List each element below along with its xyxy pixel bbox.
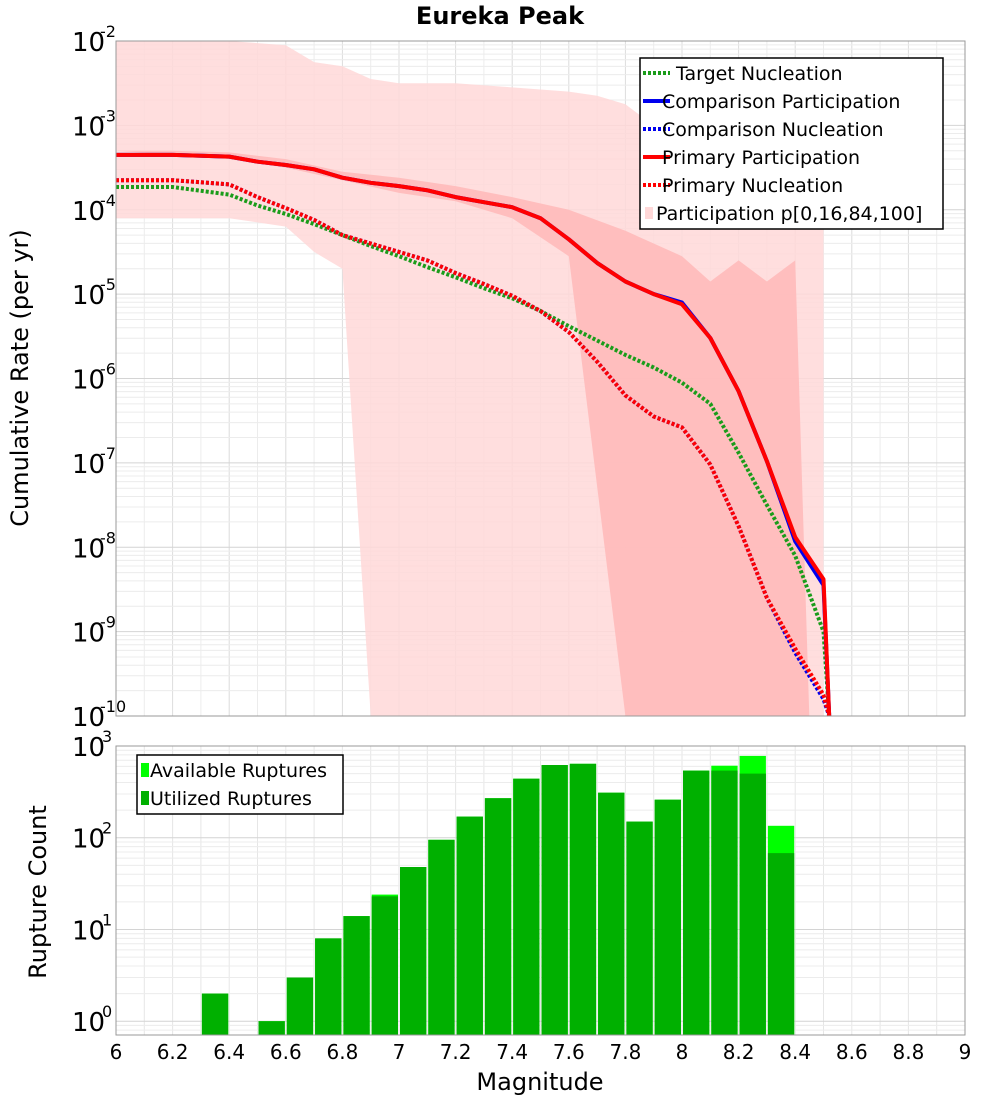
top-legend-label: Target Nucleation — [675, 63, 843, 85]
series-line-primary-participation — [116, 152, 832, 717]
top-y-tick-label: 10 — [72, 112, 105, 142]
bottom-plot-frame — [115, 745, 966, 1036]
utilized-ruptures-bar — [343, 916, 370, 1035]
x-tick-label: 9 — [959, 1040, 972, 1064]
utilized-ruptures-bar — [767, 853, 795, 1035]
utilized-ruptures-bar — [201, 993, 229, 1035]
bottom-legend: Available Ruptures Utilized Ruptures — [136, 754, 344, 815]
utilized-ruptures-bar — [683, 770, 710, 1035]
chart-title: Eureka Peak — [416, 2, 585, 30]
top-y-tick-label: 10 — [72, 450, 105, 480]
x-tick-label: 7.8 — [609, 1040, 641, 1064]
bottom-y-tick-exponent: 1 — [102, 910, 112, 929]
top-legend-label: Comparison Nucleation — [662, 119, 884, 141]
bottom-y-tick-label: 10 — [72, 825, 105, 855]
bottom-y-tick-label: 10 — [72, 733, 105, 763]
top-legend-label: Participation p[0,16,84,100] — [656, 203, 922, 225]
top-y-tick-exponent: -10 — [100, 697, 126, 716]
top-legend-swatch — [645, 207, 653, 219]
bottom-y-tick-exponent: 3 — [102, 727, 112, 746]
top-y-tick-label: 10 — [72, 703, 105, 733]
utilized-ruptures-bar — [654, 799, 681, 1035]
top-y-tick-exponent: -6 — [100, 360, 116, 379]
top-legend-box — [639, 57, 944, 230]
top-y-tick-label: 10 — [72, 366, 105, 396]
top-legend-label: Comparison Participation — [662, 91, 900, 113]
band-p16-p84 — [116, 150, 810, 716]
x-tick-label: 8.4 — [779, 1040, 811, 1064]
bottom-y-tick-exponent: 2 — [102, 819, 112, 838]
utilized-ruptures-bar — [711, 770, 738, 1035]
x-axis-title: Magnitude — [476, 1068, 603, 1096]
series-line-target-nucleation — [116, 185, 832, 717]
bottom-x-ticks: 6 6.2 6.4 6.6 6.8 7 7.2 7.4 7.6 7.8 8 8.2 8.4 8.6 8.8 9 — [110, 1040, 972, 1064]
utilized-ruptures-bar — [400, 867, 427, 1035]
x-tick-label: 8.6 — [836, 1040, 868, 1064]
x-tick-label: 7 — [393, 1040, 406, 1064]
x-tick-label: 7.2 — [440, 1040, 472, 1064]
utilized-ruptures-bar — [371, 896, 398, 1035]
top-plot-frame — [115, 40, 966, 717]
utilized-ruptures-bar — [315, 938, 342, 1035]
x-tick-label: 8.2 — [723, 1040, 755, 1064]
x-tick-label: 6.2 — [157, 1040, 189, 1064]
top-y-tick-exponent: -8 — [100, 528, 116, 547]
bottom-legend-label: Utilized Ruptures — [150, 788, 312, 810]
utilized-ruptures-bar — [598, 792, 625, 1035]
top-y-axis-title: Cumulative Rate (per yr) — [6, 229, 34, 527]
top-legend-label: Primary Nucleation — [662, 175, 843, 197]
top-y-tick-exponent: -3 — [100, 106, 116, 125]
top-y-tick-exponent: -7 — [100, 444, 116, 463]
bottom-legend-box — [136, 754, 344, 815]
utilized-ruptures-bar — [456, 816, 483, 1035]
utilized-ruptures-bar — [513, 778, 540, 1035]
top-y-tick-label: 10 — [72, 534, 105, 564]
top-y-tick-label: 10 — [72, 28, 105, 58]
series-line-primary-nucleation — [116, 178, 832, 717]
top-y-ticks: 10-210-310-410-510-610-710-810-910-10 — [72, 22, 126, 733]
bottom-y-tick-label: 10 — [72, 916, 105, 946]
x-tick-label: 8 — [676, 1040, 689, 1064]
top-legend: Target Nucleation Comparison Participatio… — [639, 57, 944, 230]
x-tick-label: 6.8 — [326, 1040, 358, 1064]
x-tick-label: 6 — [110, 1040, 123, 1064]
top-y-tick-exponent: -4 — [100, 191, 116, 210]
cumulative-rate-panel: 10-210-310-410-510-610-710-810-910-10 Cu… — [6, 22, 966, 733]
bottom-bars — [201, 755, 795, 1035]
x-tick-label: 6.4 — [213, 1040, 245, 1064]
bottom-y-axis-title: Rupture Count — [24, 805, 52, 979]
utilized-ruptures-bar — [626, 821, 653, 1035]
utilized-ruptures-bar — [286, 977, 314, 1035]
bottom-legend-label: Available Ruptures — [150, 760, 327, 782]
bottom-legend-swatch — [141, 763, 149, 777]
top-y-tick-exponent: -5 — [100, 275, 116, 294]
bottom-y-tick-exponent: 0 — [102, 1002, 112, 1021]
x-tick-label: 8.8 — [892, 1040, 924, 1064]
x-tick-label: 6.6 — [270, 1040, 302, 1064]
utilized-ruptures-bar — [739, 773, 766, 1035]
top-y-tick-exponent: -9 — [100, 613, 116, 632]
bottom-grid — [115, 746, 966, 1035]
x-tick-label: 7.6 — [553, 1040, 585, 1064]
top-y-tick-label: 10 — [72, 619, 105, 649]
bottom-y-tick-label: 10 — [72, 1008, 105, 1038]
top-y-tick-label: 10 — [72, 281, 105, 311]
utilized-ruptures-bar — [428, 839, 455, 1035]
top-y-tick-exponent: -2 — [100, 22, 116, 41]
utilized-ruptures-bar — [569, 763, 597, 1035]
top-y-tick-label: 10 — [72, 197, 105, 227]
x-tick-label: 7.4 — [496, 1040, 528, 1064]
utilized-ruptures-bar — [484, 798, 512, 1035]
utilized-ruptures-bar — [258, 1021, 285, 1035]
top-legend-label: Primary Participation — [662, 147, 860, 169]
bottom-legend-swatch — [141, 791, 149, 805]
utilized-ruptures-bar — [541, 765, 568, 1035]
top-lines — [116, 152, 832, 717]
